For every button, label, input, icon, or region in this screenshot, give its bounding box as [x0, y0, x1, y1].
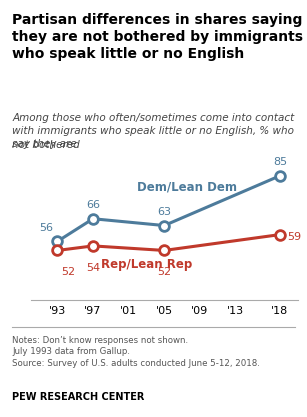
- Text: 66: 66: [86, 201, 100, 211]
- Text: 52: 52: [62, 267, 76, 277]
- Text: Notes: Don’t know responses not shown.
July 1993 data from Gallup.
Source: Surve: Notes: Don’t know responses not shown. J…: [12, 336, 260, 368]
- Text: 54: 54: [86, 263, 100, 273]
- Text: not bothered: not bothered: [12, 140, 80, 150]
- Text: Rep/Lean Rep: Rep/Lean Rep: [101, 258, 192, 271]
- Text: Dem/Lean Dem: Dem/Lean Dem: [137, 181, 236, 193]
- Text: 59: 59: [287, 232, 301, 242]
- Text: PEW RESEARCH CENTER: PEW RESEARCH CENTER: [12, 392, 145, 402]
- Text: Partisan differences in shares saying
they are not bothered by immigrants
who sp: Partisan differences in shares saying th…: [12, 13, 303, 61]
- Text: 52: 52: [157, 267, 171, 277]
- Text: 56: 56: [39, 223, 53, 233]
- Text: 63: 63: [157, 207, 171, 217]
- Text: 85: 85: [273, 157, 287, 167]
- Text: Among those who often/sometimes come into contact
with immigrants who speak litt: Among those who often/sometimes come int…: [12, 113, 294, 149]
